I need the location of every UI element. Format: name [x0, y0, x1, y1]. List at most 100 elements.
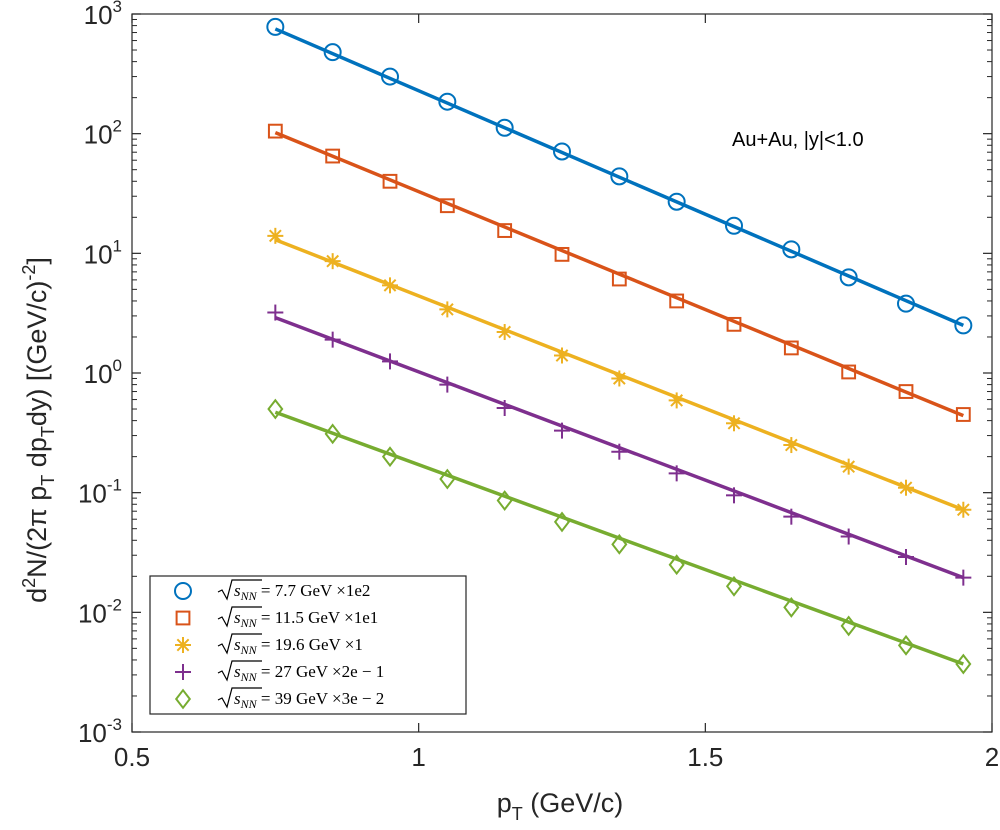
legend-sqrt-symbol — [217, 660, 262, 682]
data-point — [382, 277, 398, 294]
data-point — [839, 268, 858, 287]
data-point — [783, 340, 799, 356]
data-point — [725, 216, 743, 235]
data-point — [668, 554, 685, 576]
y-tick-label: 10-2 — [78, 595, 122, 628]
legend-sqrt-symbol — [217, 633, 262, 655]
data-point — [611, 443, 628, 460]
data-point — [840, 615, 857, 637]
data-point — [897, 634, 915, 656]
legend-label: sNN = 11.5 GeV ×1e1 — [234, 608, 378, 630]
legend-sqrt-symbol — [217, 579, 262, 601]
legend-label: sNN = 7.7 GeV ×1e2 — [234, 581, 370, 603]
data-point — [726, 487, 742, 504]
data-point — [497, 223, 513, 238]
fit-line — [274, 131, 964, 418]
data-point — [898, 548, 914, 565]
data-point — [438, 92, 457, 111]
data-point — [496, 490, 513, 511]
data-point — [611, 370, 628, 387]
legend-item: sNN = 11.5 GeV ×1e1 — [175, 606, 378, 630]
series-3 — [267, 227, 972, 518]
legend-item: sNN = 39 GeV ×3e − 2 — [174, 687, 384, 711]
axes: 0.5 1 1.5 2 10-3 10-2 10-1 100 101 102 103 — [78, 0, 999, 772]
data-point — [496, 324, 513, 341]
data-point — [324, 253, 341, 270]
data-point — [554, 422, 570, 439]
legend-label: sNN = 19.6 GeV ×1 — [234, 635, 363, 657]
data-point — [955, 407, 971, 422]
data-point — [381, 67, 399, 86]
data-point — [955, 501, 972, 518]
data-point — [611, 533, 628, 555]
y-tick-label: 100 — [84, 356, 122, 389]
data-point — [841, 364, 857, 380]
series-4 — [267, 304, 972, 586]
legend-marker — [175, 664, 191, 680]
data-point — [323, 43, 342, 62]
data-point — [324, 331, 341, 348]
x-axis-label: pT (GeV/c) — [497, 788, 624, 824]
series-5 — [267, 398, 972, 675]
data-point — [898, 479, 914, 496]
data-point — [554, 246, 570, 262]
legend: sNN = 7.7 GeV ×1e2 sNN = 11.5 GeV ×1e1 sNN… — [149, 575, 467, 715]
data-point — [267, 227, 284, 244]
x-tick-label: 2 — [985, 742, 999, 772]
data-point — [783, 508, 800, 525]
data-point — [439, 301, 456, 318]
data-point — [783, 596, 800, 618]
data-point — [726, 415, 742, 432]
legend-item: sNN = 19.6 GeV ×1 — [175, 633, 363, 657]
data-point — [554, 347, 570, 364]
data-point — [553, 142, 571, 161]
data-point — [668, 465, 685, 482]
data-point — [324, 423, 341, 445]
data-point — [496, 399, 513, 416]
y-tick-label: 10-1 — [78, 476, 122, 509]
data-point — [381, 446, 399, 468]
data-point — [267, 304, 284, 321]
legend-item: sNN = 27 GeV ×2e − 1 — [175, 660, 384, 684]
data-point — [840, 458, 857, 475]
series-layer — [266, 17, 973, 675]
series-2 — [267, 123, 971, 422]
data-point — [382, 173, 398, 189]
data-point — [898, 384, 914, 399]
legend-marker — [174, 582, 192, 600]
data-point — [495, 118, 514, 137]
y-tick-label: 101 — [84, 236, 122, 269]
legend-label: sNN = 27 GeV ×2e − 1 — [234, 662, 384, 684]
legend-marker — [175, 637, 191, 653]
legend-box — [149, 575, 467, 715]
data-point — [611, 271, 627, 287]
x-tick-label: 0.5 — [114, 742, 150, 772]
series-1 — [266, 17, 973, 335]
data-point — [667, 192, 686, 211]
legend-marker — [174, 688, 192, 710]
data-point — [726, 316, 742, 332]
data-point — [668, 392, 685, 409]
legend-marker — [175, 610, 191, 626]
data-point — [439, 198, 455, 214]
data-point — [783, 437, 800, 454]
data-point — [382, 353, 398, 370]
x-tick-label: 1.5 — [687, 742, 723, 772]
fit-line — [274, 410, 964, 666]
data-point — [955, 653, 972, 675]
fit-line — [274, 27, 965, 327]
data-point — [267, 123, 283, 139]
data-point — [955, 569, 972, 586]
data-point — [954, 316, 973, 335]
x-tick-label: 1 — [411, 742, 425, 772]
y-tick-label: 102 — [84, 117, 122, 150]
y-tick-label: 103 — [84, 0, 122, 30]
data-point — [840, 528, 857, 545]
data-point — [439, 468, 456, 490]
data-point — [782, 240, 801, 259]
legend-label: sNN = 39 GeV ×3e − 2 — [234, 689, 384, 711]
data-point — [725, 575, 743, 597]
data-point — [610, 167, 629, 186]
data-point — [897, 294, 915, 313]
